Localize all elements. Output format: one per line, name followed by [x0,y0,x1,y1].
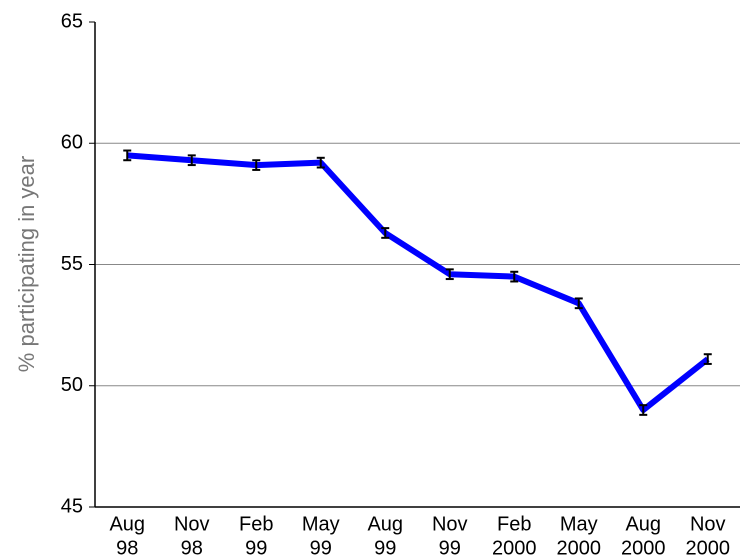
y-tick-label: 50 [61,374,83,396]
x-tick-label: Nov [174,513,210,535]
error-bar [574,297,583,310]
y-tick-label: 55 [61,253,83,275]
y-tick-label: 60 [61,132,83,154]
y-axis-label: % participating in year [14,156,39,372]
error-bar [381,227,390,239]
x-tick-label: 2000 [557,537,602,559]
error-bar [445,268,454,281]
y-tick-label: 45 [61,495,83,517]
error-bar [703,353,712,365]
x-tick-label: Aug [109,513,145,535]
x-tick-label: Nov [432,513,468,535]
x-tick-label: 98 [181,537,203,559]
x-tick-label: 99 [439,537,461,559]
error-bar [252,159,261,171]
x-tick-label: Nov [690,513,726,535]
error-bar [187,154,196,167]
error-bar [123,149,132,162]
x-tick-label: 2000 [492,537,537,559]
x-tick-label: Feb [497,513,531,535]
x-tick-label: Feb [239,513,273,535]
x-tick-label: May [302,513,340,535]
x-tick-label: 98 [116,537,138,559]
error-bar [510,270,519,283]
y-tick-label: 65 [61,10,83,32]
x-tick-label: May [560,513,598,535]
x-tick-label: Aug [625,513,661,535]
x-tick-label: Aug [367,513,403,535]
x-tick-label: 2000 [621,537,666,559]
error-bar [316,156,325,169]
x-tick-label: 99 [245,537,267,559]
line [127,152,710,413]
x-tick-label: 99 [310,537,332,559]
x-tick-label: 2000 [686,537,731,559]
x-tick-label: 99 [374,537,396,559]
error-bar [639,404,648,416]
